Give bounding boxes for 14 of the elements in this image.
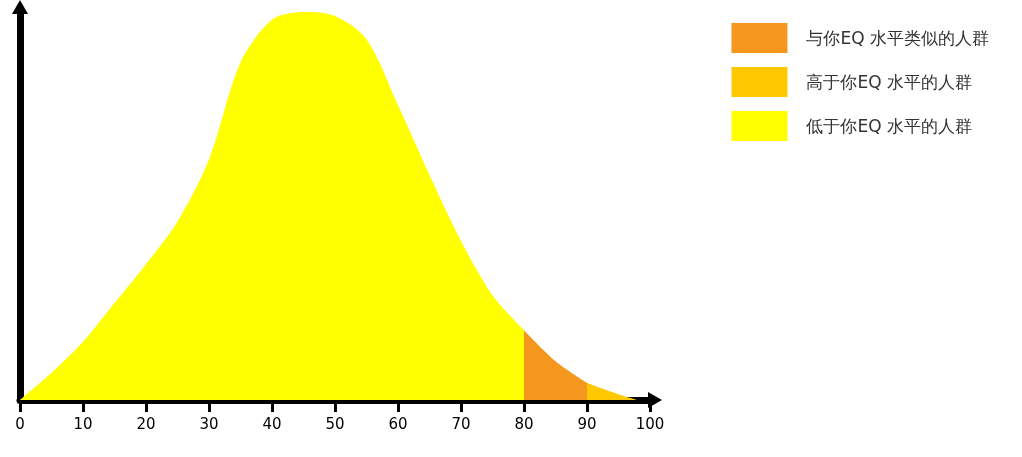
legend-label: 低于你EQ 水平的人群 [806, 116, 973, 136]
x-tick-label: 80 [514, 414, 534, 433]
x-tick-label: 40 [262, 414, 282, 433]
x-tick-label: 20 [136, 414, 156, 433]
x-tick-label: 90 [577, 414, 597, 433]
legend-label: 高于你EQ 水平的人群 [806, 72, 973, 92]
x-tick-label: 10 [73, 414, 93, 433]
x-tick-label: 30 [199, 414, 219, 433]
x-tick-label: 100 [635, 414, 665, 433]
x-tick-label: 50 [325, 414, 345, 433]
x-tick-label: 70 [451, 414, 471, 433]
x-tick-label: 60 [388, 414, 408, 433]
legend-label: 与你EQ 水平类似的人群 [806, 28, 990, 48]
x-tick-label: 0 [15, 414, 25, 433]
